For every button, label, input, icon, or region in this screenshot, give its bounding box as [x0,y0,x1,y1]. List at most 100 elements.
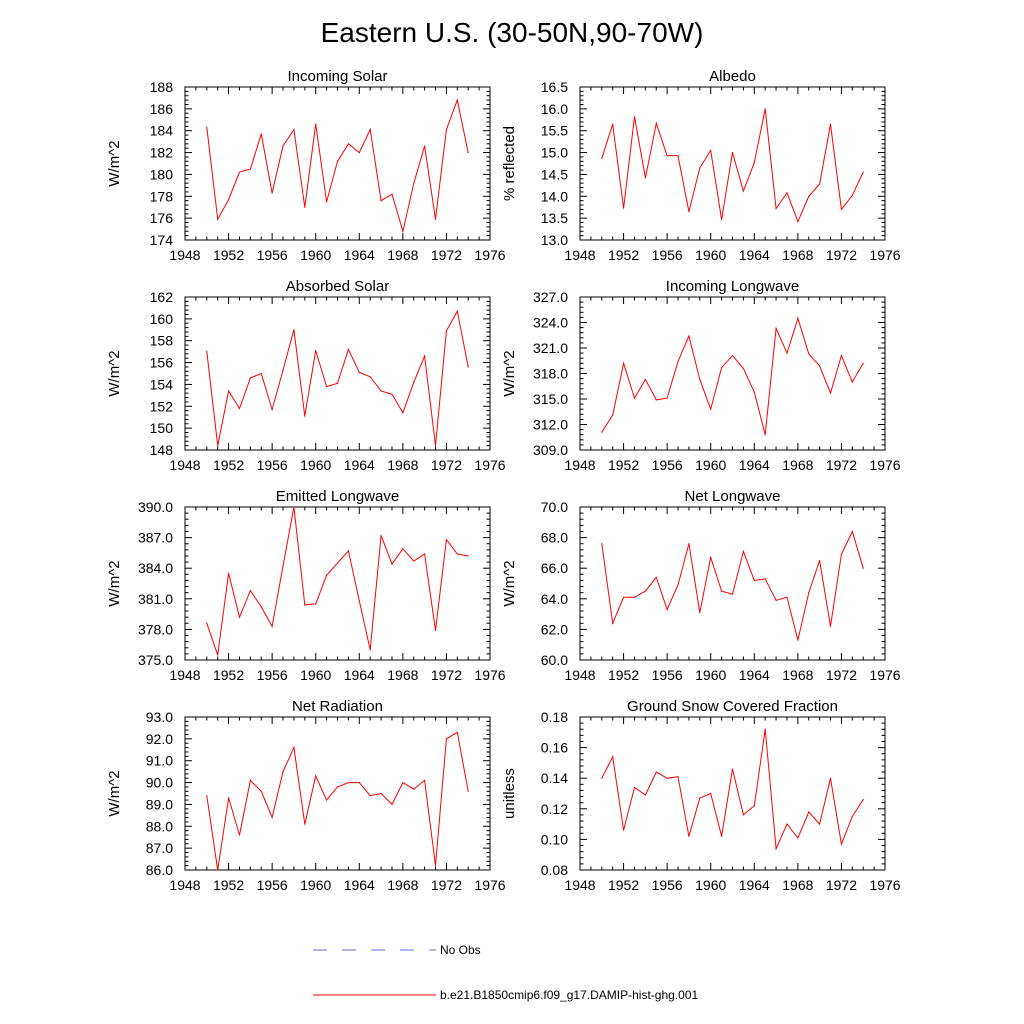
data-point [293,129,295,131]
data-point [347,348,349,351]
data-point [434,218,437,220]
y-tick-label: 184 [150,123,174,139]
data-point [742,814,744,816]
plot-frame [579,296,886,451]
y-tick-label: 154 [150,376,174,392]
y-tick-label: 88.0 [146,818,173,834]
data-point [358,371,360,374]
chart-panel-3: Incoming Longwave 1948 1952 1956 1960 1964 196… [501,278,901,473]
chart-panel-1: Albedo 1948 1952 1956 1960 1964 1968 1972 1976 13… [501,68,901,263]
x-ticks [184,87,491,240]
y-tick-label: 162 [150,289,174,305]
data-point [369,129,371,131]
data-point [819,823,821,825]
data-point [326,201,328,203]
x-tick-label: 1976 [474,457,505,473]
x-tick-label: 1972 [431,247,462,263]
data-point [786,823,788,825]
data-point [413,182,415,184]
x-tick-label: 1968 [387,877,418,893]
data-point [206,351,208,353]
plot-frame [579,506,886,661]
plot-frame [184,716,491,871]
data-point [467,790,469,792]
x-tick-label: 1968 [782,877,813,893]
data-point [786,352,788,354]
y-axis-label: W/m^2 [106,770,123,816]
data-point [271,192,273,194]
chart-panel-7: Ground Snow Covered Fraction 1948 1952 1956… [501,698,901,893]
data-point [271,408,273,411]
data-point [633,397,636,399]
y-tick-label: 60.0 [541,652,568,668]
x-tick-label: 1956 [257,457,288,473]
data-point [238,407,241,410]
x-tick-label: 1956 [652,247,683,263]
data-point [699,167,701,169]
data-point [840,208,843,210]
x-tick-label: 1968 [782,667,813,683]
data-point [699,611,701,614]
x-tick-label: 1964 [739,457,770,473]
data-point [227,797,230,799]
x-ticks [579,297,886,450]
data-point [293,329,295,331]
panel-title: Ground Snow Covered Fraction [627,698,838,715]
plot-frame [184,86,491,241]
x-tick-label: 1964 [344,457,375,473]
data-point [336,786,339,788]
data-point [721,835,723,837]
data-point [304,823,306,825]
x-tick-label: 1956 [257,247,288,263]
data-point [612,123,614,125]
data-point [347,781,349,784]
y-tick-label: 176 [150,210,174,226]
x-tick-label: 1956 [652,457,683,473]
data-point [238,834,241,836]
x-tick-label: 1960 [695,877,726,893]
y-tick-label: 16.5 [541,79,568,95]
data-point [238,171,241,173]
y-tick-label: 90.0 [146,775,173,791]
data-point [249,168,251,170]
y-tick-label: 87.0 [146,840,173,856]
y-tick-label: 327.0 [533,289,568,305]
data-point [753,579,755,582]
y-tick-label: 0.14 [541,770,568,786]
data-point [391,393,393,395]
data-point [271,816,273,819]
y-tick-label: 390.0 [138,499,173,515]
x-tick-label: 1968 [387,667,418,683]
x-tick-label: 1976 [474,247,505,263]
y-tick-label: 312.0 [533,417,568,433]
data-point [808,195,810,197]
chart-panel-6: Net Radiation 1948 1952 1956 1960 1964 1968 197… [106,698,506,893]
data-point [851,194,853,197]
data-point [688,543,690,545]
x-tick-label: 1952 [213,457,244,473]
data-point [612,622,614,624]
y-tick-label: 14.0 [541,188,568,204]
data-point [402,412,404,414]
y-tick-label: 91.0 [146,753,173,769]
data-point [699,797,701,799]
series-line [206,731,469,871]
y-tick-label: 0.18 [541,709,568,725]
data-point [402,548,404,550]
data-point [688,835,690,837]
data-point [326,799,328,801]
data-point [644,378,646,381]
data-point [731,151,734,154]
data-point [413,788,415,790]
y-tick-label: 180 [150,166,174,182]
x-tick-label: 1964 [344,877,375,893]
panel-title: Incoming Solar [287,68,387,85]
data-point [358,600,360,602]
x-tick-label: 1960 [300,877,331,893]
y-axis-label: % reflected [501,126,518,201]
x-tick-label: 1968 [387,247,418,263]
data-point [786,596,788,598]
data-point [206,622,208,624]
data-point [227,198,230,201]
data-point [467,366,469,368]
